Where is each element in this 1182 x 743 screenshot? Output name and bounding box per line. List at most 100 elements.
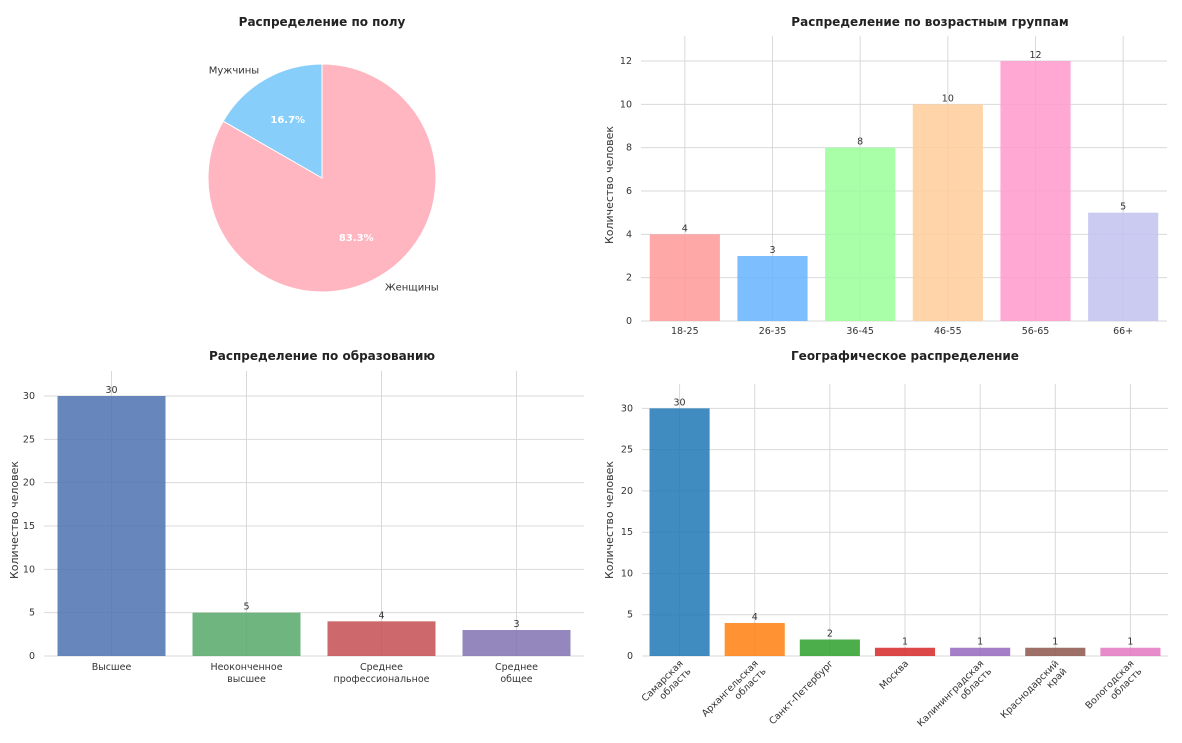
- education-bar: [192, 612, 301, 656]
- age-data-label: 12: [1029, 50, 1041, 61]
- education-data-label: 4: [378, 610, 384, 621]
- geo-ytick-label: 0: [627, 651, 633, 662]
- age-xtick-word: 26-35: [759, 326, 787, 337]
- education-ytick-label: 20: [23, 478, 35, 489]
- gender-chart-title: Распределение по полу: [239, 15, 406, 29]
- age-chart-title: Распределение по возрастным группам: [791, 15, 1068, 29]
- age-bar: [737, 256, 808, 321]
- geo-data-label: 1: [1052, 637, 1058, 648]
- geo-xtick-word: Калининградская: [915, 658, 986, 729]
- geo-bar: [799, 639, 860, 656]
- age-xtick-label: 66+: [1113, 326, 1133, 337]
- geo-bar: [874, 647, 936, 656]
- age-data-label: 8: [857, 137, 863, 148]
- geo-data-label: 2: [827, 628, 833, 639]
- age-ytick-label: 10: [620, 99, 632, 110]
- geo-xtick-label: Краснодарскийкрай: [999, 658, 1069, 728]
- education-xtick-word: общее: [500, 674, 532, 685]
- age-xtick-label: 26-35: [759, 326, 787, 337]
- geo-data-label: 1: [1127, 637, 1133, 648]
- age-ytick-label: 2: [626, 273, 632, 284]
- education-bar: [327, 621, 436, 656]
- geo-xtick-label: Санкт-Петербург: [767, 658, 836, 727]
- geo-ytick-label: 20: [621, 486, 633, 497]
- geo-xtick-label: Москва: [878, 658, 912, 692]
- education-xtick-word: Среднее: [495, 662, 538, 673]
- geo-data-label: 30: [674, 397, 686, 408]
- age-xtick-label: 36-45: [846, 326, 874, 337]
- geo-bar: [649, 408, 710, 656]
- geo-chart-title: Географическое распределение: [791, 349, 1019, 363]
- education-ytick-label: 0: [29, 651, 35, 662]
- age-data-label: 3: [769, 245, 775, 256]
- age-xtick-word: 56-65: [1022, 326, 1050, 337]
- education-data-label: 30: [105, 385, 117, 396]
- geo-bar: [950, 647, 1011, 656]
- geo-ytick-label: 25: [621, 445, 633, 456]
- education-ytick-label: 15: [23, 521, 35, 532]
- education-xtick-label: Неоконченное высшее: [210, 662, 282, 685]
- geo-data-label: 1: [977, 637, 983, 648]
- geo-xtick-group: Краснодарскийкрай: [999, 658, 1069, 728]
- education-ytick-label: 25: [23, 434, 35, 445]
- pie-slice-2: [207, 63, 437, 293]
- age-data-label: 4: [682, 223, 688, 234]
- geo-xtick-group: Самарскаяобласть: [640, 658, 694, 712]
- pie-percent-label: 83.3%: [339, 233, 374, 244]
- age-ytick-label: 8: [626, 143, 632, 154]
- education-xtick-word: высшее: [227, 674, 266, 685]
- pie-slice-label: Мужчины: [209, 65, 259, 76]
- geo-bar: [1100, 647, 1161, 656]
- education-xtick-label: Среднее общее: [495, 662, 538, 685]
- geo-xtick-word: Москва: [878, 658, 912, 692]
- age-bar: [1088, 212, 1159, 321]
- education-xtick-word: профессиональное: [333, 674, 429, 685]
- education-xtick-label: Среднее профессиональное: [333, 662, 429, 685]
- geo-bar: [1025, 647, 1086, 656]
- education-chart-title: Распределение по образованию: [209, 349, 435, 363]
- education-bar: [57, 396, 166, 656]
- education-xtick-label: Высшее: [92, 662, 132, 673]
- geo-data-label: 1: [902, 637, 908, 648]
- education-data-label: 5: [243, 602, 249, 613]
- education-ytick-label: 10: [23, 564, 35, 575]
- age-bar: [1000, 61, 1071, 321]
- pie-slice-1: [222, 63, 323, 179]
- age-xtick-word: 46-55: [934, 326, 962, 337]
- age-ytick-label: 4: [626, 229, 632, 240]
- age-bar: [912, 104, 983, 321]
- age-xtick-label: 56-65: [1022, 326, 1050, 337]
- education-ytick-label: 30: [23, 391, 35, 402]
- age-xtick-word: 66+: [1113, 326, 1133, 337]
- geo-xtick-label: Калининградскаяобласть: [915, 658, 994, 737]
- pie-slice-label: Женщины: [385, 283, 439, 294]
- education-ytick-label: 5: [29, 608, 35, 619]
- geo-xtick-group: Калининградскаяобласть: [915, 658, 994, 737]
- geo-xtick-group: Архангельскаяобласть: [700, 658, 769, 719]
- geo-data-label: 4: [752, 612, 758, 623]
- education-ylabel: Количество человек: [8, 461, 21, 579]
- age-ylabel: Количество человек: [603, 126, 616, 244]
- age-bar: [649, 234, 720, 321]
- age-xtick-word: 18-25: [671, 326, 699, 337]
- pie-percent-label: 16.7%: [270, 115, 305, 126]
- age-ytick-label: 0: [626, 316, 632, 327]
- geo-xtick-label: Вологодскаяобласть: [1083, 658, 1144, 719]
- geo-xtick-word: Санкт-Петербург: [767, 658, 836, 727]
- geo-ytick-label: 15: [621, 527, 633, 538]
- age-xtick-word: 36-45: [846, 326, 874, 337]
- age-bar: [825, 147, 896, 321]
- age-xtick-label: 46-55: [934, 326, 962, 337]
- age-data-label: 5: [1120, 202, 1126, 213]
- age-data-label: 10: [942, 93, 954, 104]
- education-xtick-word: Среднее: [360, 662, 403, 673]
- age-ytick-label: 6: [626, 186, 632, 197]
- age-xtick-label: 18-25: [671, 326, 699, 337]
- geo-xtick-label: Самарскаяобласть: [640, 658, 694, 712]
- education-data-label: 3: [513, 619, 519, 630]
- geo-xtick-group: Санкт-Петербург: [767, 658, 836, 727]
- geo-ytick-label: 5: [627, 610, 633, 621]
- geo-bar: [724, 622, 785, 656]
